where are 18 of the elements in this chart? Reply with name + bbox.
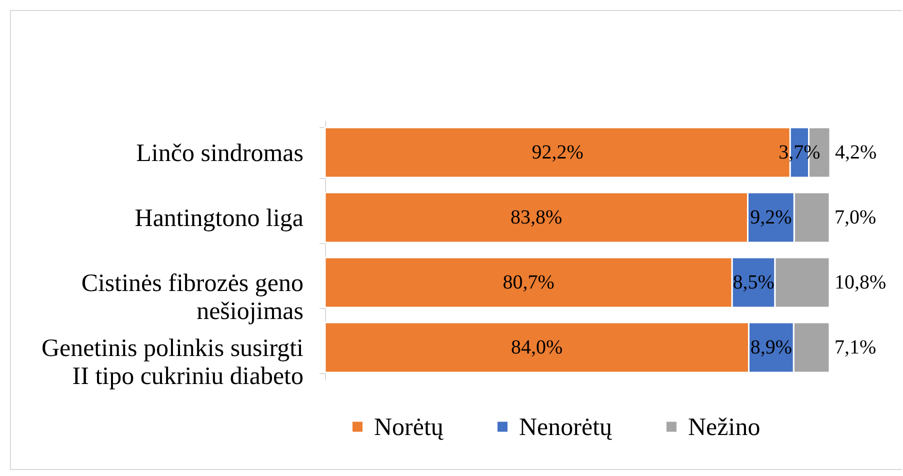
y-tick-label: Cistinės fibrozės geno nešiojimas: [81, 270, 304, 325]
data-label: 10,8%: [834, 272, 886, 294]
data-label: 92,2%: [532, 142, 584, 164]
data-label: 83,8%: [510, 206, 562, 228]
y-tick-label: Hantingtono liga: [134, 205, 304, 232]
data-label: 84,0%: [511, 336, 563, 358]
data-label: 4,2%: [835, 142, 877, 164]
y-tick-label: Genetinis polinkis susirgti II tipo cukriniu diabeto: [41, 335, 304, 390]
data-label: 7,0%: [834, 206, 876, 228]
y-tick-label: Linčo sindromas: [136, 140, 304, 167]
data-label: 80,7%: [502, 272, 554, 294]
data-label: 9,2%: [750, 206, 792, 228]
legend-label: Nežino: [688, 414, 760, 441]
series-label: Norėtų: [374, 414, 444, 441]
data-label: 7,1%: [834, 336, 876, 358]
data-label: 8,5%: [732, 272, 774, 294]
data-label: 8,9%: [750, 336, 792, 358]
legend-label: Nenorėtų: [519, 414, 613, 441]
